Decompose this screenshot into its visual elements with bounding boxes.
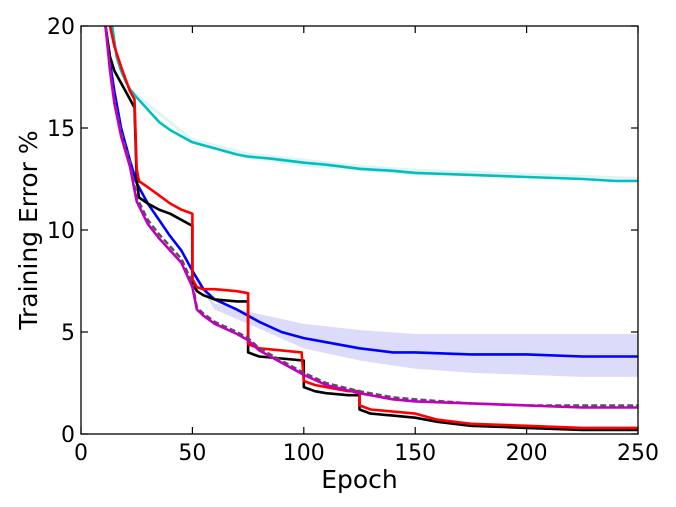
y-tick-label: 10 (47, 219, 75, 244)
axis-ticks: 0 50 100 150 200 250 0 5 10 15 20 (47, 15, 659, 466)
x-tick-label: 250 (617, 441, 659, 466)
series-line-2 (104, 26, 638, 358)
x-tick-label: 50 (178, 441, 206, 466)
series-line-5 (104, 26, 638, 407)
y-tick-label: 0 (61, 423, 75, 448)
x-tick-label: 150 (394, 441, 436, 466)
confidence-bands (136, 93, 638, 377)
x-tick-label: 200 (506, 441, 548, 466)
series-line-4 (108, 26, 638, 430)
x-tick-label: 100 (283, 441, 325, 466)
confidence-band-cyan (136, 93, 638, 182)
y-axis-label: Training Error % (14, 130, 43, 330)
series-lines (104, 26, 638, 432)
series-line-6 (104, 26, 638, 409)
y-tick-label: 5 (61, 321, 75, 346)
y-tick-label: 15 (47, 117, 75, 142)
x-tick-label: 0 (74, 441, 88, 466)
x-axis-label: Epoch (321, 465, 398, 494)
series-line-1 (110, 26, 638, 183)
y-tick-label: 20 (47, 15, 75, 40)
confidence-band-blue (192, 272, 638, 377)
